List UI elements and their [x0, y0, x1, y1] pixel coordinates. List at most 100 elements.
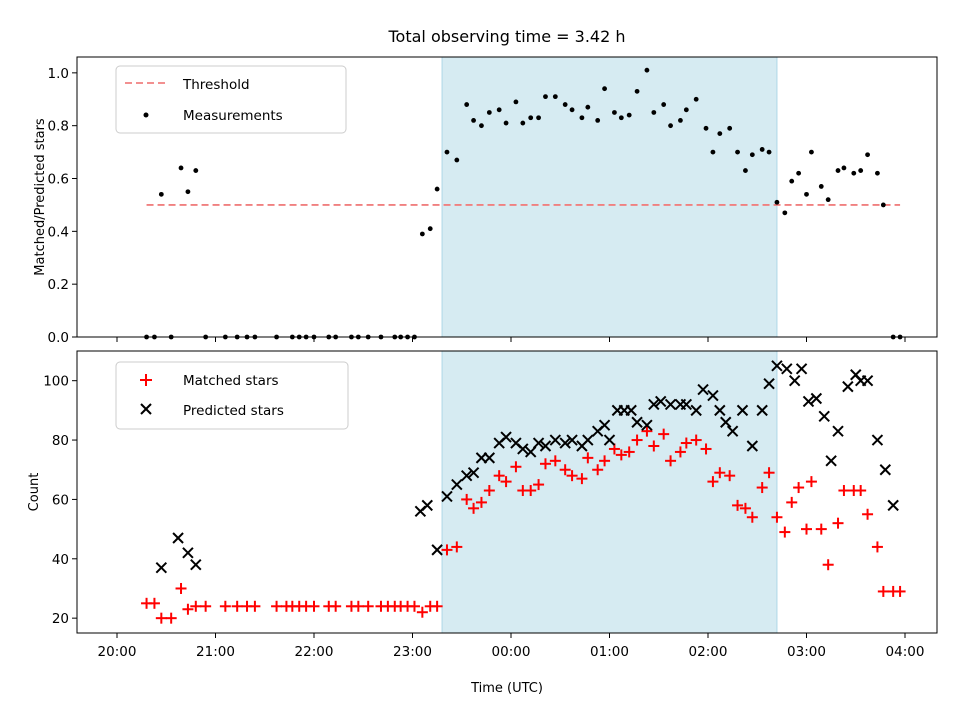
- matched-star-point: [674, 446, 686, 458]
- matched-star-point: [615, 449, 627, 461]
- matched-star-point: [724, 470, 736, 482]
- matched-star-point: [475, 496, 487, 508]
- measurement-point: [454, 157, 460, 163]
- chart-title: Total observing time = 3.42 h: [387, 27, 625, 46]
- predicted-star-point: [802, 395, 815, 408]
- matched-star-point: [461, 493, 473, 505]
- time-x-tick-label: 01:00: [590, 644, 629, 660]
- measurement-point: [552, 94, 558, 100]
- predicted-star-point: [697, 383, 709, 396]
- legend-measurements-label: Measurements: [183, 108, 283, 124]
- predicted-star-point: [736, 404, 749, 417]
- measurement-point: [579, 115, 585, 121]
- matched-star-point: [352, 600, 364, 612]
- measurement-point: [602, 86, 607, 92]
- predicted-star-point: [887, 499, 899, 512]
- measurement-point: [809, 149, 814, 155]
- matched-star-point: [680, 437, 692, 449]
- matched-star-point: [165, 612, 177, 624]
- matched-star-point: [451, 541, 463, 553]
- predicted-star-point: [648, 398, 660, 411]
- count-y-tick-label: 40: [52, 552, 69, 568]
- measurement-point: [693, 96, 699, 102]
- predicted-star-point: [832, 425, 844, 437]
- matched-star-point: [271, 600, 283, 612]
- matched-star-point: [510, 461, 522, 473]
- matched-star-point: [608, 443, 620, 455]
- matched-star-point: [493, 470, 505, 482]
- matched-star-point: [756, 482, 768, 494]
- predicted-star-point: [524, 446, 537, 458]
- measurement-point: [774, 199, 780, 205]
- measurement-point: [185, 189, 191, 195]
- measurement-point: [419, 231, 425, 237]
- measurement-point: [471, 117, 476, 123]
- matched-star-point: [200, 600, 212, 612]
- predicted-star-point: [746, 440, 759, 452]
- ratio-x-axis-ticks: [116, 337, 906, 342]
- matched-star-points: [141, 425, 906, 624]
- ratio-y-tick-label: 0.0: [48, 330, 69, 346]
- matched-star-point: [416, 606, 428, 618]
- predicted-star-point: [460, 469, 473, 482]
- ratio-panel: 0.0 0.2 0.4 0.6 0.8 1.0 Total observing time …: [33, 27, 938, 346]
- predicted-star-point: [720, 416, 732, 428]
- predicted-star-point: [441, 490, 453, 503]
- measurement-point: [427, 226, 433, 232]
- predicted-star-point: [714, 404, 726, 417]
- predicted-star-point: [467, 466, 480, 479]
- legend-predicted-swatch: [140, 403, 152, 415]
- measurement-point: [193, 168, 199, 173]
- matched-star-point: [838, 485, 850, 497]
- matched-star-point: [786, 496, 798, 508]
- measurement-point: [703, 125, 709, 131]
- measurement-point: [851, 170, 857, 176]
- measurement-point: [434, 186, 440, 192]
- measurement-point: [743, 168, 748, 173]
- matched-star-point: [249, 600, 261, 612]
- matched-star-point: [525, 485, 537, 497]
- measurement-point: [875, 170, 880, 176]
- predicted-star-point: [810, 392, 823, 405]
- matched-star-point: [468, 502, 480, 514]
- predicted-star-point: [182, 547, 194, 559]
- time-x-axis-label: Time (UTC): [470, 681, 543, 696]
- matched-star-point: [566, 470, 578, 482]
- measurement-point: [865, 152, 870, 158]
- predicted-star-point: [795, 363, 808, 375]
- measurement-point: [841, 165, 847, 171]
- matched-star-point: [739, 502, 751, 514]
- time-x-axis-ticks: 20:00 21:00 22:00 23:00 00:00 01:00 02:00 03:00…: [98, 633, 924, 660]
- ratio-y-axis-ticks: 0.0 0.2 0.4 0.6 0.8 1.0: [48, 66, 77, 346]
- measurement-point: [858, 168, 864, 173]
- predicted-star-point: [680, 398, 693, 411]
- measurement-point: [536, 115, 541, 121]
- matched-star-point: [431, 600, 443, 612]
- ratio-y-tick-label: 0.8: [48, 119, 69, 135]
- predicted-star-point: [664, 398, 677, 411]
- matched-star-point: [549, 455, 561, 467]
- measurement-point: [717, 131, 723, 137]
- matched-star-point: [441, 544, 453, 556]
- ratio-y-axis-label: Matched/Predicted stars: [33, 118, 48, 276]
- measurement-point: [825, 197, 831, 203]
- predicted-star-point: [603, 434, 616, 446]
- measurement-point: [749, 152, 755, 158]
- measurement-point: [486, 110, 492, 115]
- predicted-star-point: [451, 478, 463, 491]
- predicted-star-point: [726, 425, 739, 437]
- predicted-star-point: [655, 395, 667, 408]
- predicted-star-point: [707, 389, 719, 402]
- legend-predicted-label: Predicted stars: [183, 403, 284, 419]
- predicted-star-point: [690, 404, 702, 417]
- matched-star-point: [641, 425, 653, 437]
- matched-star-point: [559, 464, 571, 476]
- predicted-star-point: [825, 455, 837, 467]
- matched-star-point: [190, 600, 202, 612]
- measurement-point: [766, 149, 772, 155]
- matched-star-point: [894, 585, 906, 597]
- ratio-y-tick-label: 0.4: [48, 224, 69, 240]
- counts-legend: Matched stars Predicted stars: [115, 361, 349, 430]
- matched-star-point: [658, 428, 670, 440]
